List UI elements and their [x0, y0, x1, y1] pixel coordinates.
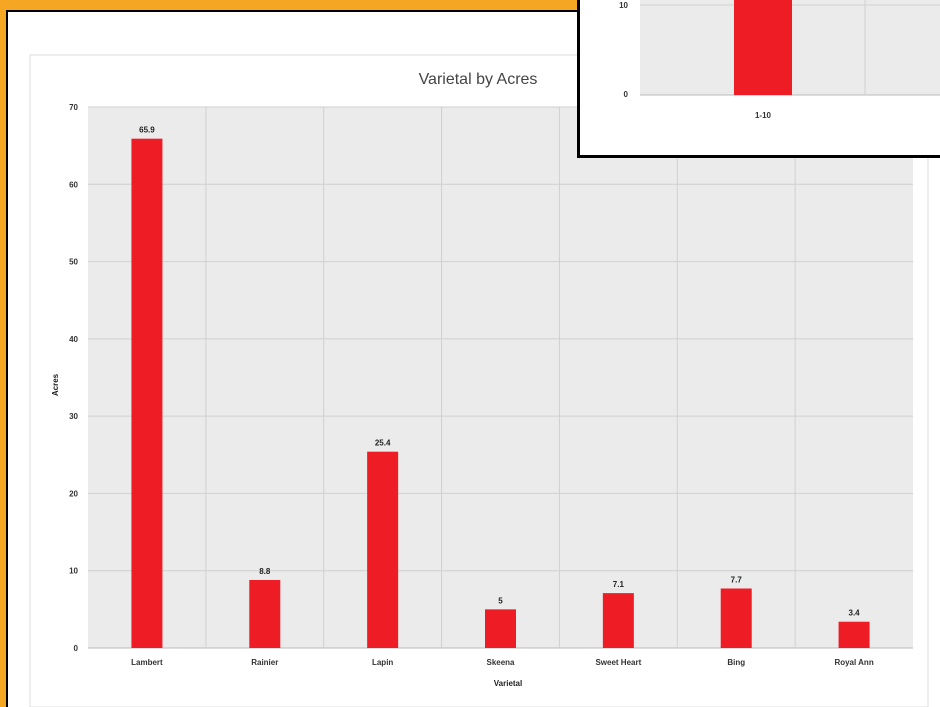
bar	[602, 593, 634, 648]
x-tick-label: Bing	[727, 658, 745, 667]
inset-x-tick-label: 1-10	[755, 111, 772, 120]
plot-area	[88, 107, 913, 648]
x-tick-label: Lapin	[372, 658, 393, 667]
gridlines	[88, 106, 913, 649]
y-tick-label: 40	[69, 335, 78, 344]
y-tick-label: 0	[74, 644, 79, 653]
data-label: 65.9	[139, 126, 155, 135]
labels: 0 10 20 30 40 50 60 70 65.9 Lambert 8.8 Rainier 25.4…	[69, 103, 874, 667]
bar	[485, 609, 516, 648]
x-tick-label: Rainier	[251, 658, 278, 667]
bar	[249, 579, 281, 648]
data-label: 5	[498, 596, 503, 605]
bar	[838, 621, 870, 648]
inset-y-tick-label: 0	[624, 90, 629, 99]
x-tick-label: Royal Ann	[834, 658, 873, 667]
x-tick-label: Sweet Heart	[595, 658, 641, 667]
inset-chart-panel: 10 0 1-10	[577, 0, 940, 158]
y-axis-title: Acres	[51, 373, 60, 396]
data-label: 7.1	[613, 580, 625, 589]
inset-bar	[734, 0, 792, 95]
y-tick-label: 60	[69, 180, 78, 189]
chart-title: Varietal by Acres	[419, 71, 538, 88]
x-tick-label: Lambert	[131, 658, 163, 667]
x-axis-title: Varietal	[494, 679, 522, 688]
y-tick-label: 10	[69, 567, 78, 576]
data-label: 8.8	[259, 567, 271, 576]
y-tick-label: 30	[69, 412, 78, 421]
data-label: 25.4	[375, 439, 391, 448]
data-label: 3.4	[849, 609, 861, 618]
bar	[720, 588, 752, 648]
y-tick-label: 20	[69, 489, 78, 498]
inset-y-tick-label: 10	[619, 1, 628, 10]
inset-bar-chart: 10 0 1-10	[619, 0, 940, 120]
bars	[131, 138, 870, 649]
x-tick-label: Skeena	[486, 658, 515, 667]
y-tick-label: 70	[69, 103, 78, 112]
y-tick-label: 50	[69, 258, 78, 267]
data-label: 7.7	[731, 575, 743, 584]
bar	[131, 138, 163, 649]
bar	[367, 451, 399, 648]
